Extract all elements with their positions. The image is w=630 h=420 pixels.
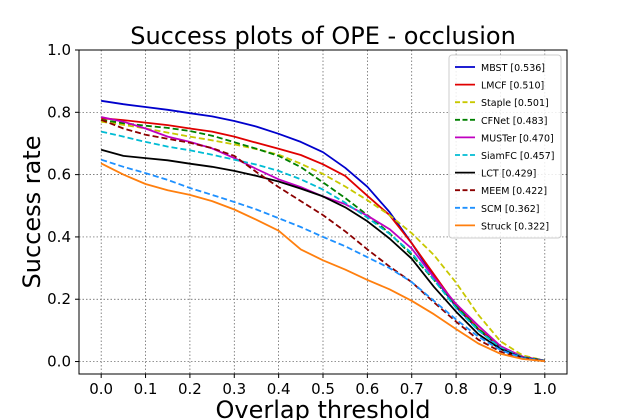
x-axis-label: Overlap threshold — [216, 396, 431, 420]
legend-box — [448, 54, 562, 239]
x-tick-label: 0.4 — [267, 380, 291, 398]
legend-label: SiamFC [0.457] — [481, 151, 554, 162]
legend-label: MBST [0.536] — [481, 63, 545, 74]
series-line — [101, 118, 545, 362]
series-lines — [100, 99, 546, 363]
x-tick-label: 0.6 — [355, 380, 379, 398]
x-tick-label: 0.0 — [89, 380, 113, 398]
x-tick-label: 0.8 — [444, 380, 468, 398]
series-line — [101, 130, 545, 362]
y-tick-label: 0.6 — [47, 166, 71, 184]
series-line — [100, 148, 545, 362]
y-tick-label: 0.0 — [47, 353, 71, 371]
series-line — [100, 118, 545, 362]
series-line — [101, 120, 546, 362]
legend: MBST [0.536] LMCF [0.510] Staple [0.501] CF… — [448, 54, 562, 239]
legend-label: Struck [0.322] — [481, 221, 549, 232]
legend-label: LMCF [0.510] — [481, 81, 544, 92]
x-tick-label: 0.1 — [134, 380, 158, 398]
legend-label: SCM [0.362] — [481, 204, 540, 215]
legend-label: MUSTer [0.470] — [481, 133, 554, 144]
legend-label: LCT [0.429] — [481, 169, 536, 180]
y-tick-label: 0.2 — [47, 290, 71, 308]
x-tick-label: 0.3 — [222, 380, 246, 398]
axis-ticks: 0.0 0.1 0.2 0.3 0.4 0.5 0.6 0.7 0.8 0.9 1.0 0.0 0.2 0… — [47, 41, 557, 398]
series-line — [100, 158, 545, 362]
chart-title: Success plots of OPE - occlusion — [130, 22, 516, 50]
legend-label: CFNet [0.483] — [481, 116, 547, 127]
y-axis-label: Success rate — [18, 136, 46, 289]
x-tick-label: 0.2 — [178, 380, 202, 398]
legend-label: Staple [0.501] — [481, 98, 549, 109]
x-tick-label: 0.5 — [311, 380, 335, 398]
series-line — [100, 162, 545, 363]
legend-label: MEEM [0.422] — [481, 186, 547, 197]
y-tick-label: 1.0 — [47, 41, 71, 59]
y-tick-label: 0.4 — [47, 228, 71, 246]
x-tick-label: 1.0 — [533, 380, 557, 398]
x-tick-label: 0.7 — [400, 380, 424, 398]
x-tick-label: 0.9 — [489, 380, 513, 398]
y-tick-label: 0.8 — [47, 103, 71, 121]
